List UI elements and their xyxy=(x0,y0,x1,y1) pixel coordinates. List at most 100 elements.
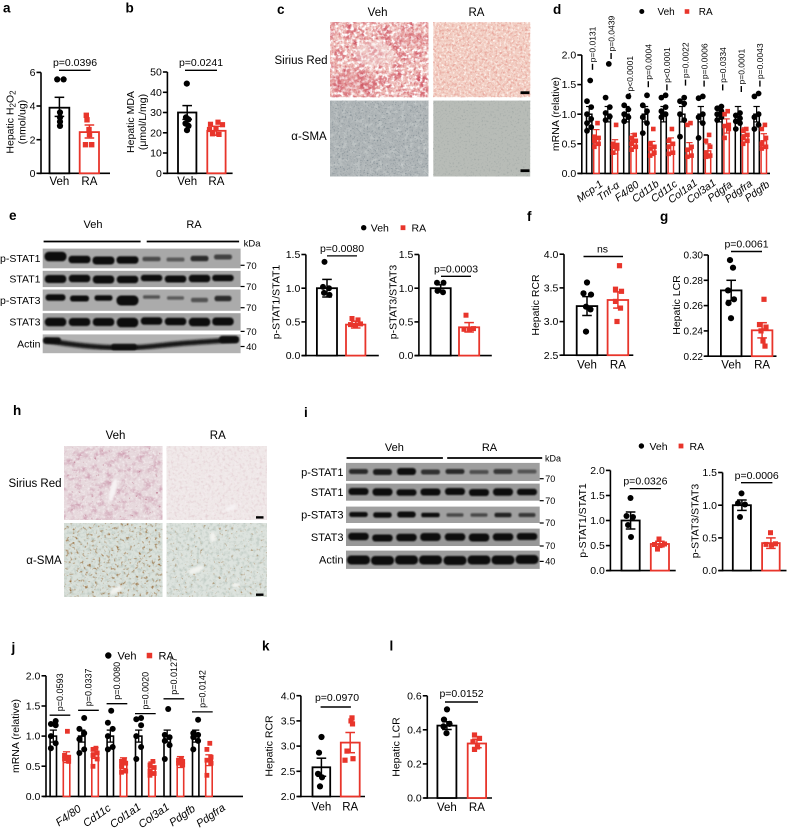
svg-text:p=0.0004: p=0.0004 xyxy=(644,44,654,80)
svg-text:0.0: 0.0 xyxy=(702,565,717,577)
svg-text:RA: RA xyxy=(412,222,427,234)
svg-text:p=0.0337: p=0.0337 xyxy=(83,669,93,707)
svg-text:2.0: 2.0 xyxy=(26,670,41,682)
svg-text:0.5: 0.5 xyxy=(399,317,414,329)
svg-text:4.0: 4.0 xyxy=(544,249,559,261)
svg-text:0.6: 0.6 xyxy=(407,690,422,702)
svg-text:Veh: Veh xyxy=(49,176,69,188)
svg-text:RA: RA xyxy=(754,360,770,372)
svg-text:h: h xyxy=(13,403,21,418)
svg-text:b: b xyxy=(126,1,134,16)
svg-text:1.5: 1.5 xyxy=(286,249,301,261)
svg-text:30: 30 xyxy=(150,107,162,119)
svg-text:70: 70 xyxy=(246,327,257,338)
svg-text:0.5: 0.5 xyxy=(26,761,41,773)
svg-text:p=0.0326: p=0.0326 xyxy=(623,476,667,488)
svg-text:α-SMA: α-SMA xyxy=(291,131,327,143)
svg-text:Veh: Veh xyxy=(437,802,457,814)
svg-text:RA: RA xyxy=(699,7,713,18)
svg-text:0: 0 xyxy=(30,168,36,180)
svg-text:p=0.0152: p=0.0152 xyxy=(439,688,483,700)
svg-text:40: 40 xyxy=(150,87,162,99)
svg-text:p=0.0006: p=0.0006 xyxy=(735,470,779,482)
svg-text:f: f xyxy=(527,209,532,224)
svg-text:0.5: 0.5 xyxy=(286,317,301,329)
svg-text:40: 40 xyxy=(246,342,257,353)
svg-text:k: k xyxy=(262,639,270,654)
svg-text:e: e xyxy=(9,208,17,223)
svg-text:p=0.0131: p=0.0131 xyxy=(588,26,598,62)
svg-text:p=0.0593: p=0.0593 xyxy=(55,673,65,711)
svg-text:(μmol/L/mg): (μmol/L/mg) xyxy=(137,94,149,150)
svg-text:Veh: Veh xyxy=(721,360,741,372)
svg-text:RA: RA xyxy=(690,441,705,453)
svg-text:0: 0 xyxy=(156,168,162,180)
svg-text:0.5: 0.5 xyxy=(562,138,577,150)
svg-text:p-STAT1/STAT1: p-STAT1/STAT1 xyxy=(271,265,283,340)
svg-text:d: d xyxy=(553,2,561,17)
svg-text:0.0: 0.0 xyxy=(562,168,577,180)
svg-text:1.0: 1.0 xyxy=(562,109,577,121)
svg-text:Actin: Actin xyxy=(17,338,41,350)
svg-text:j: j xyxy=(11,640,16,655)
svg-text:RA: RA xyxy=(81,176,97,188)
svg-text:1.5: 1.5 xyxy=(399,249,414,261)
svg-text:α-SMA: α-SMA xyxy=(26,555,62,567)
svg-text:0.30: 0.30 xyxy=(684,251,704,262)
svg-text:Veh: Veh xyxy=(177,176,197,188)
svg-text:1.0: 1.0 xyxy=(590,515,605,527)
svg-text:2.0: 2.0 xyxy=(590,465,605,477)
svg-text:p=0.0022: p=0.0022 xyxy=(681,42,691,78)
svg-text:STAT3: STAT3 xyxy=(9,316,40,328)
svg-text:1.5: 1.5 xyxy=(590,490,605,502)
svg-text:p=0.0970: p=0.0970 xyxy=(315,692,359,704)
svg-text:50: 50 xyxy=(150,67,162,79)
svg-text:p=0.0127: p=0.0127 xyxy=(169,657,179,695)
svg-text:g: g xyxy=(660,209,668,224)
svg-text:Veh: Veh xyxy=(118,651,137,663)
svg-text:p-STAT3/STAT3: p-STAT3/STAT3 xyxy=(388,265,400,340)
svg-text:RA: RA xyxy=(186,219,202,231)
svg-text:p<0.0001: p<0.0001 xyxy=(625,56,635,92)
svg-text:1.0: 1.0 xyxy=(399,283,414,295)
svg-text:kDa: kDa xyxy=(244,239,262,250)
svg-text:RA: RA xyxy=(159,651,175,663)
svg-text:p=0.0043: p=0.0043 xyxy=(755,43,765,79)
svg-text:Hepatic RCR: Hepatic RCR xyxy=(264,715,276,777)
svg-text:4: 4 xyxy=(30,101,36,113)
svg-text:70: 70 xyxy=(545,474,555,484)
svg-text:(nmol/ug): (nmol/ug) xyxy=(17,100,29,144)
svg-text:mRNA (relative): mRNA (relative) xyxy=(10,699,22,773)
svg-text:0.0: 0.0 xyxy=(26,791,41,803)
svg-text:70: 70 xyxy=(246,261,257,272)
svg-text:3.5: 3.5 xyxy=(281,716,296,728)
svg-text:Veh: Veh xyxy=(385,442,404,454)
svg-text:p<0.0001: p<0.0001 xyxy=(662,47,672,83)
svg-text:3.0: 3.0 xyxy=(544,316,559,328)
svg-text:p=0.0396: p=0.0396 xyxy=(53,57,97,69)
svg-text:0.24: 0.24 xyxy=(684,327,704,338)
svg-text:70: 70 xyxy=(246,303,257,314)
svg-text:Sirius Red: Sirius Red xyxy=(8,478,61,490)
svg-text:RA: RA xyxy=(210,430,226,442)
svg-text:p=0.0001: p=0.0001 xyxy=(737,49,747,85)
svg-text:p=0.0061: p=0.0061 xyxy=(724,239,768,251)
svg-text:p=0.0080: p=0.0080 xyxy=(112,662,122,700)
svg-text:RA: RA xyxy=(342,802,358,814)
svg-text:p-STAT1: p-STAT1 xyxy=(0,253,41,265)
svg-text:2.0: 2.0 xyxy=(562,50,577,62)
svg-text:1.5: 1.5 xyxy=(562,79,577,91)
svg-text:p-STAT3: p-STAT3 xyxy=(301,510,343,522)
svg-text:STAT1: STAT1 xyxy=(311,487,344,499)
svg-text:p-STAT3/STAT3: p-STAT3/STAT3 xyxy=(690,484,702,559)
svg-text:3.5: 3.5 xyxy=(544,283,559,295)
svg-text:p-STAT3: p-STAT3 xyxy=(0,295,41,307)
svg-text:0.5: 0.5 xyxy=(702,533,717,545)
svg-text:6: 6 xyxy=(30,67,36,79)
svg-text:Veh: Veh xyxy=(106,430,126,442)
svg-text:p=0.0142: p=0.0142 xyxy=(197,670,207,708)
svg-text:p=0.0003: p=0.0003 xyxy=(434,263,478,275)
svg-text:Veh: Veh xyxy=(577,360,597,372)
svg-text:a: a xyxy=(3,1,11,16)
svg-text:40: 40 xyxy=(545,557,555,567)
